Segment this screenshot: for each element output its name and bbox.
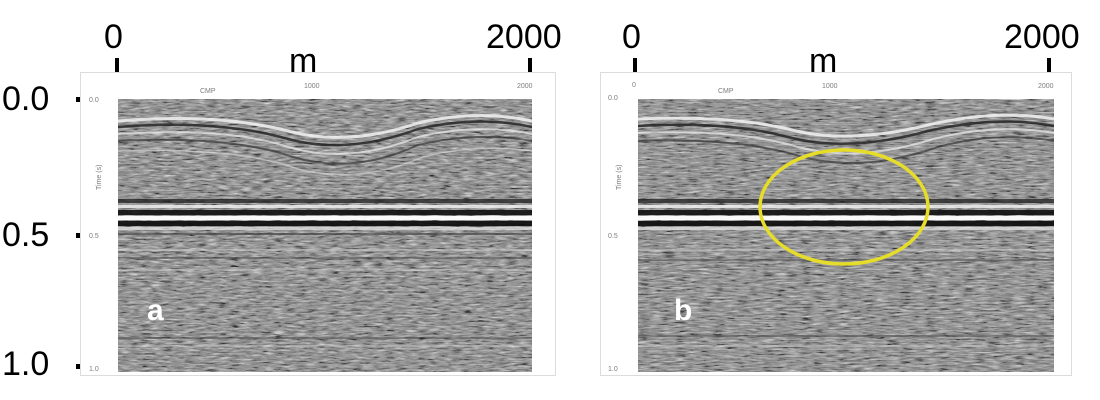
panel-letter-b: b [674,294,693,327]
inner-x-end-label: 2000 [517,83,533,90]
panel-b: 0 m 2000 0 CMP 1000 2000 0.0 0.5 1.0 Tim… [580,0,1100,400]
inner-y-tick-0: 0.0 [89,97,99,104]
inner-y-tick-1: 0.5 [89,233,99,240]
x-axis-start-label: 0 [622,18,641,56]
inner-time-label: Time (s) [616,164,623,190]
panel-a: 0 m 2000 0.0 0.5 1.0 sec CMP 1000 2000 0… [2,18,562,383]
inner-x-start-label: 0 [632,82,636,89]
inner-y-tick-2: 1.0 [89,366,99,373]
seismic-texture-b [638,99,1054,372]
inner-x-end-label: 2000 [1038,83,1054,90]
seismic-section-a [118,99,532,372]
inner-y-tick-1: 0.5 [608,233,618,240]
inner-cmp-label: CMP [718,88,734,95]
y-tick-label-2: 1.0 [2,345,50,383]
panel-letter-a: a [147,294,164,327]
x-axis-end-label: 2000 [486,18,562,56]
x-axis-start-label: 0 [104,18,123,56]
y-tick-label-1: 0.5 [2,216,50,254]
seismic-texture-a [118,99,532,372]
inner-y-tick-0: 0.0 [608,95,618,102]
x-axis-end-label: 2000 [1004,18,1080,56]
inner-time-label: Time (s) [96,164,103,190]
inner-x-mid-label: 1000 [822,83,838,90]
seismic-section-b [638,99,1054,372]
inner-x-mid-label: 1000 [304,83,320,90]
inner-cmp-label: CMP [200,88,216,95]
highlight-ellipse [758,148,930,266]
inner-y-tick-2: 1.0 [608,366,618,373]
y-tick-label-0: 0.0 [2,80,50,118]
